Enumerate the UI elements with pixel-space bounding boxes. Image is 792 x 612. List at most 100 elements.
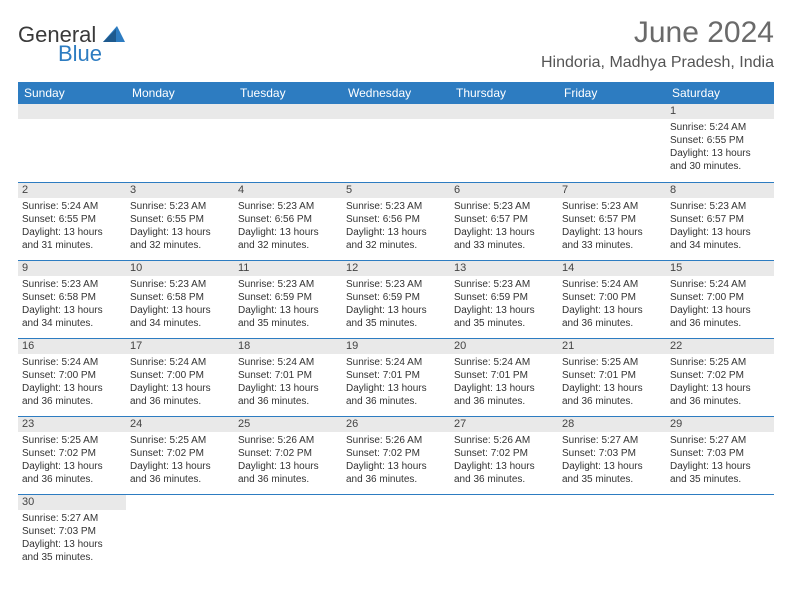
- empty-cell: [234, 494, 342, 572]
- day-cell: 17Sunrise: 5:24 AMSunset: 7:00 PMDayligh…: [126, 338, 234, 416]
- day-cell: 25Sunrise: 5:26 AMSunset: 7:02 PMDayligh…: [234, 416, 342, 494]
- sunrise-text: Sunrise: 5:26 AM: [238, 434, 338, 447]
- daylight-line2: and 32 minutes.: [130, 239, 230, 252]
- sunrise-text: Sunrise: 5:23 AM: [22, 278, 122, 291]
- day-number: 26: [342, 417, 450, 432]
- sunset-text: Sunset: 7:01 PM: [238, 369, 338, 382]
- daylight-line2: and 35 minutes.: [454, 317, 554, 330]
- daylight-line2: and 36 minutes.: [22, 473, 122, 486]
- sunset-text: Sunset: 7:02 PM: [454, 447, 554, 460]
- empty-cell: [558, 104, 666, 182]
- sunset-text: Sunset: 7:01 PM: [562, 369, 662, 382]
- day-number: 19: [342, 339, 450, 354]
- daylight-line2: and 31 minutes.: [22, 239, 122, 252]
- sunrise-text: Sunrise: 5:23 AM: [346, 200, 446, 213]
- empty-cell: [450, 494, 558, 572]
- day-cell: 1Sunrise: 5:24 AMSunset: 6:55 PMDaylight…: [666, 104, 774, 182]
- day-detail: Sunrise: 5:24 AMSunset: 7:01 PMDaylight:…: [450, 354, 558, 410]
- sunset-text: Sunset: 6:56 PM: [238, 213, 338, 226]
- sunrise-text: Sunrise: 5:27 AM: [670, 434, 770, 447]
- calendar-row: 23 Sunrise: 5:25 AM Sunset: 7:02 PM Dayligh…: [18, 416, 774, 494]
- day-number: 28: [558, 417, 666, 432]
- sunrise-text: Sunrise: 5:25 AM: [670, 356, 770, 369]
- day-number: 24: [126, 417, 234, 432]
- empty-cell: [450, 104, 558, 182]
- day-detail: Sunrise: 5:24 AMSunset: 7:01 PMDaylight:…: [234, 354, 342, 410]
- day-number: 29: [666, 417, 774, 432]
- day-number: 21: [558, 339, 666, 354]
- daylight-line2: and 34 minutes.: [22, 317, 122, 330]
- daylight-line1: Daylight: 13 hours: [454, 304, 554, 317]
- day-detail: Sunrise: 5:26 AMSunset: 7:02 PMDaylight:…: [342, 432, 450, 488]
- sunset-text: Sunset: 7:02 PM: [670, 369, 770, 382]
- daylight-line1: Daylight: 13 hours: [670, 304, 770, 317]
- day-number: 11: [234, 261, 342, 276]
- day-cell: 27Sunrise: 5:26 AMSunset: 7:02 PMDayligh…: [450, 416, 558, 494]
- day-detail: Sunrise: 5:25 AMSunset: 7:01 PMDaylight:…: [558, 354, 666, 410]
- day-cell: 30Sunrise: 5:27 AMSunset: 7:03 PMDayligh…: [18, 494, 126, 572]
- sunset-text: Sunset: 7:00 PM: [670, 291, 770, 304]
- day-number: 23: [18, 417, 126, 432]
- day-detail: Sunrise: 5:24 AMSunset: 7:01 PMDaylight:…: [342, 354, 450, 410]
- day-detail: Sunrise: 5:23 AMSunset: 6:58 PMDaylight:…: [126, 276, 234, 332]
- daylight-line1: Daylight: 13 hours: [22, 460, 122, 473]
- sunrise-text: Sunrise: 5:24 AM: [22, 200, 122, 213]
- day-detail: Sunrise: 5:26 AMSunset: 7:02 PMDaylight:…: [450, 432, 558, 488]
- daylight-line1: Daylight: 13 hours: [22, 382, 122, 395]
- day-detail: Sunrise: 5:23 AMSunset: 6:59 PMDaylight:…: [234, 276, 342, 332]
- day-number: 2: [18, 183, 126, 198]
- weekday-header: Wednesday: [342, 82, 450, 104]
- sunset-text: Sunset: 7:03 PM: [562, 447, 662, 460]
- empty-cell: [342, 494, 450, 572]
- sunrise-text: Sunrise: 5:25 AM: [562, 356, 662, 369]
- day-detail: Sunrise: 5:24 AMSunset: 7:00 PMDaylight:…: [558, 276, 666, 332]
- day-cell: 11Sunrise: 5:23 AMSunset: 6:59 PMDayligh…: [234, 260, 342, 338]
- daylight-line1: Daylight: 13 hours: [130, 226, 230, 239]
- calendar-row: 1Sunrise: 5:24 AMSunset: 6:55 PMDaylight…: [18, 104, 774, 182]
- day-detail: Sunrise: 5:23 AMSunset: 6:56 PMDaylight:…: [234, 198, 342, 254]
- day-cell: 5Sunrise: 5:23 AMSunset: 6:56 PMDaylight…: [342, 182, 450, 260]
- daylight-line2: and 36 minutes.: [238, 395, 338, 408]
- day-number: 3: [126, 183, 234, 198]
- month-title: June 2024: [541, 18, 774, 48]
- daylight-line2: and 36 minutes.: [454, 473, 554, 486]
- calendar-table: SundayMondayTuesdayWednesdayThursdayFrid…: [18, 82, 774, 572]
- daylight-line1: Daylight: 13 hours: [130, 304, 230, 317]
- sunrise-text: Sunrise: 5:27 AM: [562, 434, 662, 447]
- sunset-text: Sunset: 6:56 PM: [346, 213, 446, 226]
- weekday-header-row: SundayMondayTuesdayWednesdayThursdayFrid…: [18, 82, 774, 104]
- day-cell: 8Sunrise: 5:23 AMSunset: 6:57 PMDaylight…: [666, 182, 774, 260]
- daylight-line2: and 35 minutes.: [238, 317, 338, 330]
- sunset-text: Sunset: 6:57 PM: [454, 213, 554, 226]
- daylight-line2: and 32 minutes.: [346, 239, 446, 252]
- daylight-line2: and 30 minutes.: [670, 160, 770, 173]
- day-detail: Sunrise: 5:27 AMSunset: 7:03 PMDaylight:…: [558, 432, 666, 488]
- daylight-line1: Daylight: 13 hours: [670, 382, 770, 395]
- sunrise-text: Sunrise: 5:25 AM: [22, 434, 122, 447]
- day-cell: 26Sunrise: 5:26 AMSunset: 7:02 PMDayligh…: [342, 416, 450, 494]
- day-detail: Sunrise: 5:26 AMSunset: 7:02 PMDaylight:…: [234, 432, 342, 488]
- daylight-line1: Daylight: 13 hours: [562, 226, 662, 239]
- daylight-line2: and 35 minutes.: [22, 551, 122, 564]
- day-detail: Sunrise: 5:27 AMSunset: 7:03 PMDaylight:…: [666, 432, 774, 488]
- sunrise-text: Sunrise: 5:23 AM: [130, 200, 230, 213]
- daylight-line1: Daylight: 13 hours: [454, 382, 554, 395]
- sunrise-text: Sunrise: 5:23 AM: [562, 200, 662, 213]
- daylight-line1: Daylight: 13 hours: [238, 382, 338, 395]
- sunrise-text: Sunrise: 5:24 AM: [670, 278, 770, 291]
- sunrise-text: Sunrise: 5:23 AM: [454, 200, 554, 213]
- sunset-text: Sunset: 7:02 PM: [238, 447, 338, 460]
- weekday-header: Thursday: [450, 82, 558, 104]
- sunset-text: Sunset: 7:02 PM: [130, 447, 230, 460]
- daylight-line2: and 36 minutes.: [454, 395, 554, 408]
- sunrise-text: Sunrise: 5:26 AM: [454, 434, 554, 447]
- sunset-text: Sunset: 6:57 PM: [670, 213, 770, 226]
- daylight-line2: and 35 minutes.: [346, 317, 446, 330]
- calendar-row: 2Sunrise: 5:24 AMSunset: 6:55 PMDaylight…: [18, 182, 774, 260]
- day-cell: 15Sunrise: 5:24 AMSunset: 7:00 PMDayligh…: [666, 260, 774, 338]
- sunrise-text: Sunrise: 5:24 AM: [670, 121, 770, 134]
- empty-cell: [342, 104, 450, 182]
- sunset-text: Sunset: 6:58 PM: [130, 291, 230, 304]
- day-detail: Sunrise: 5:23 AMSunset: 6:55 PMDaylight:…: [126, 198, 234, 254]
- day-cell: 6Sunrise: 5:23 AMSunset: 6:57 PMDaylight…: [450, 182, 558, 260]
